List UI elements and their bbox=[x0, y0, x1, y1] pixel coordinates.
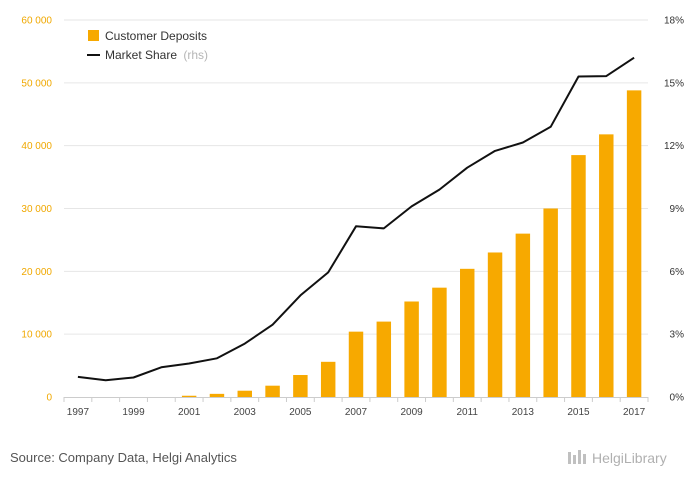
bar-customer-deposits bbox=[237, 390, 252, 397]
bar-customer-deposits bbox=[293, 375, 308, 397]
x-tick-label: 2005 bbox=[289, 407, 312, 418]
y-left-tick-label: 50 000 bbox=[21, 78, 52, 89]
legend-label-market-share: Market Share (rhs) bbox=[105, 48, 208, 62]
y-left-tick-label: 40 000 bbox=[21, 141, 52, 152]
brand-logo: HelgiLibrary bbox=[568, 450, 667, 466]
bar-customer-deposits bbox=[265, 385, 280, 397]
x-tick-label: 2011 bbox=[456, 407, 478, 418]
legend: Customer Deposits Market Share (rhs) bbox=[87, 29, 208, 62]
y-left-tick-label: 0 bbox=[46, 393, 52, 404]
bar-customer-deposits bbox=[181, 395, 197, 397]
bar-customer-deposits bbox=[320, 361, 336, 397]
y-right-tick-label: 15% bbox=[664, 78, 684, 89]
y-right-tick-label: 18% bbox=[664, 16, 684, 27]
line-market-share bbox=[77, 56, 635, 382]
bar-customer-deposits bbox=[376, 321, 392, 397]
legend-label-market-share-text: Market Share bbox=[105, 48, 177, 62]
grid-lines bbox=[64, 19, 648, 335]
y-left-tick-label: 60 000 bbox=[21, 16, 52, 27]
source-note: Source: Company Data, Helgi Analytics bbox=[10, 450, 237, 465]
legend-label-deposits: Customer Deposits bbox=[105, 29, 207, 43]
x-tick-label: 2013 bbox=[512, 407, 535, 418]
x-tick-label: 2009 bbox=[400, 407, 423, 418]
y-left-tick-label: 30 000 bbox=[21, 204, 52, 215]
y-right-tick-label: 0% bbox=[670, 393, 685, 404]
y-left-tick-label: 20 000 bbox=[21, 267, 52, 278]
bar-customer-deposits bbox=[543, 208, 558, 397]
y-right-tick-label: 12% bbox=[664, 141, 684, 152]
brand-logo-mark-2 bbox=[573, 455, 576, 464]
x-tick-label: 1999 bbox=[122, 407, 145, 418]
bar-customer-deposits bbox=[626, 90, 642, 397]
x-tick-label: 2007 bbox=[345, 407, 368, 418]
line-series bbox=[77, 56, 635, 382]
bars bbox=[181, 90, 642, 397]
bar-customer-deposits bbox=[348, 331, 364, 397]
bar-customer-deposits bbox=[515, 233, 531, 397]
bar-customer-deposits bbox=[209, 393, 225, 397]
x-tick-label: 1997 bbox=[67, 407, 90, 418]
bar-customer-deposits bbox=[571, 155, 586, 397]
y-right-tick-label: 9% bbox=[670, 204, 685, 215]
legend-swatch-deposits bbox=[88, 30, 99, 41]
bar-customer-deposits bbox=[487, 252, 503, 397]
y-left-tick-label: 10 000 bbox=[21, 330, 52, 341]
bar-customer-deposits bbox=[599, 134, 614, 397]
x-tick-label: 2015 bbox=[567, 407, 590, 418]
bar-customer-deposits bbox=[404, 301, 419, 397]
y-right-tick-label: 3% bbox=[670, 330, 685, 341]
legend-note-rhs: (rhs) bbox=[183, 48, 208, 62]
brand-logo-mark-3 bbox=[578, 450, 581, 464]
brand-name: HelgiLibrary bbox=[592, 450, 667, 466]
bar-customer-deposits bbox=[460, 268, 475, 397]
x-tick-label: 2003 bbox=[234, 407, 257, 418]
y-right-tick-label: 6% bbox=[670, 267, 685, 278]
bar-customer-deposits bbox=[432, 287, 447, 397]
x-tick-label: 2001 bbox=[178, 407, 201, 418]
axes: 0 10 000 20 000 30 000 40 000 50 000 60 000 0% 3… bbox=[21, 16, 684, 419]
brand-logo-mark-4 bbox=[583, 454, 586, 464]
brand-logo-mark bbox=[568, 452, 571, 464]
x-tick-label: 2017 bbox=[623, 407, 646, 418]
